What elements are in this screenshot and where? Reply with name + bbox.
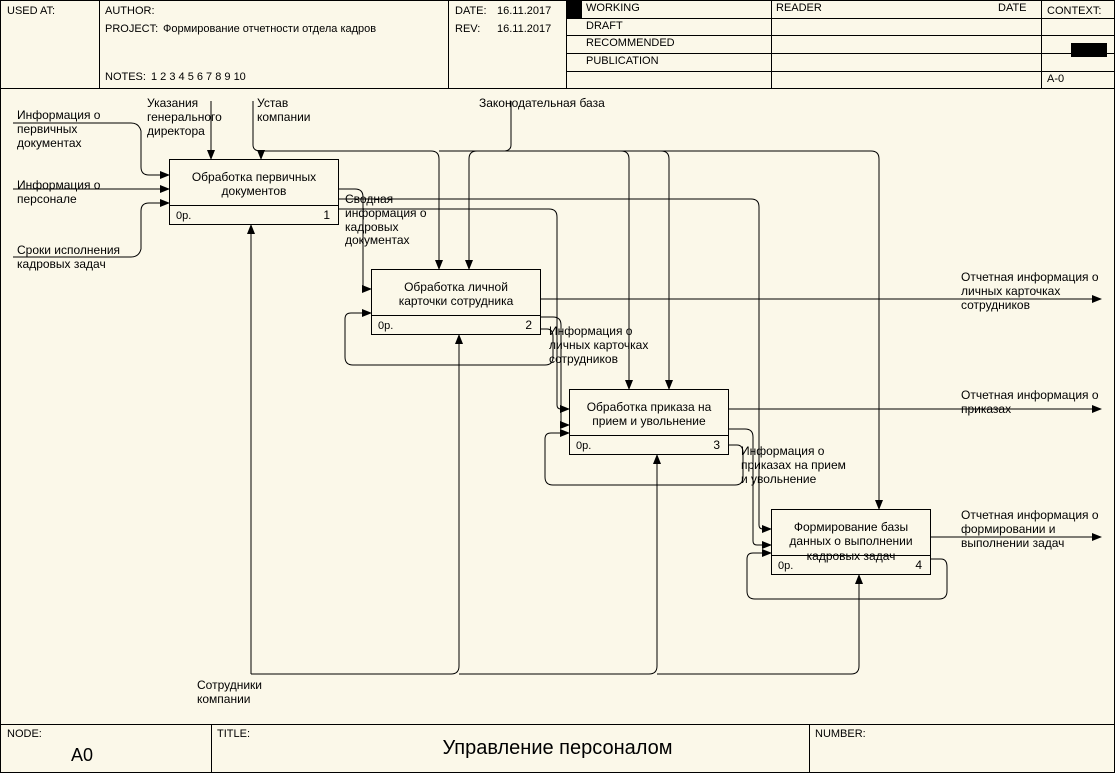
date-value: 16.11.2017: [497, 5, 551, 17]
lbl-in2: Информация о персонале: [17, 179, 117, 207]
reader-date-label: DATE: [998, 2, 1027, 14]
box3-title: Обработка приказа на прием и увольнение: [570, 400, 728, 429]
lbl-ctrl1: Указания генерального директора: [147, 97, 257, 138]
lbl-mid3: Информация о приказах на прием и увольне…: [741, 445, 851, 486]
status-recommended: RECOMMENDED: [586, 37, 675, 49]
title-value: Управление персоналом: [1, 737, 1114, 760]
box3-cost: 0р.: [576, 440, 591, 452]
activity-box-2: Обработка личной карточки сотрудника 0р.…: [371, 269, 541, 335]
footer: NODE: A0 TITLE: Управление персоналом NU…: [1, 724, 1114, 772]
lbl-mid1: Сводная информация о кадровых документах: [345, 193, 455, 248]
box2-title: Обработка личной карточки сотрудника: [372, 280, 540, 309]
context-thumb: [1071, 43, 1107, 57]
box4-cost: 0р.: [778, 560, 793, 572]
lbl-in1: Информация о первичных документах: [17, 109, 117, 150]
lbl-ctrl3: Законодательная база: [479, 97, 609, 111]
box1-cost: 0р.: [176, 210, 191, 222]
lbl-ctrl2: Устав компании: [257, 97, 337, 125]
status-draft: DRAFT: [586, 20, 623, 32]
diagram-canvas: Информация о первичных документах Информ…: [1, 89, 1114, 724]
activity-box-1: Обработка первичных документов 0р. 1: [169, 159, 339, 225]
context-label: CONTEXT:: [1047, 5, 1101, 17]
status-publication: PUBLICATION: [586, 55, 659, 67]
project-label: PROJECT:: [105, 23, 158, 35]
rev-value: 16.11.2017: [497, 23, 551, 35]
notes-value: 1 2 3 4 5 6 7 8 9 10: [151, 71, 246, 83]
box1-num: 1: [323, 208, 330, 222]
lbl-out3: Отчетная информация о формировании и вып…: [961, 509, 1111, 550]
project-value: Формирование отчетности отдела кадров: [163, 23, 376, 35]
rev-label: REV:: [455, 23, 480, 35]
header: USED AT: AUTHOR: PROJECT: Формирование о…: [1, 1, 1114, 89]
box1-title: Обработка первичных документов: [170, 170, 338, 199]
box4-title: Формирование базы данных о выполнении ка…: [772, 520, 930, 563]
used-at-label: USED AT:: [7, 5, 55, 17]
box4-num: 4: [915, 558, 922, 572]
lbl-in3: Сроки исполнения кадровых задач: [17, 244, 137, 272]
idef0-page: USED AT: AUTHOR: PROJECT: Формирование о…: [0, 0, 1115, 773]
number-label: NUMBER:: [815, 728, 866, 740]
lbl-mech: Сотрудники компании: [197, 679, 297, 707]
lbl-out1: Отчетная информация о личных карточках с…: [961, 271, 1111, 312]
lbl-out2: Отчетная информация о приказах: [961, 389, 1111, 417]
notes-label: NOTES:: [105, 71, 146, 83]
reader-label: READER: [776, 2, 822, 14]
activity-box-4: Формирование базы данных о выполнении ка…: [771, 509, 931, 575]
date-label: DATE:: [455, 5, 487, 17]
context-node: A-0: [1047, 73, 1064, 85]
status-working: WORKING: [586, 2, 640, 14]
lbl-mid2: Информация о личных карточках сотруднико…: [549, 325, 659, 366]
box2-num: 2: [525, 318, 532, 332]
box2-cost: 0р.: [378, 320, 393, 332]
activity-box-3: Обработка приказа на прием и увольнение …: [569, 389, 729, 455]
author-label: AUTHOR:: [105, 5, 155, 17]
box3-num: 3: [713, 438, 720, 452]
wires: [1, 89, 1114, 724]
